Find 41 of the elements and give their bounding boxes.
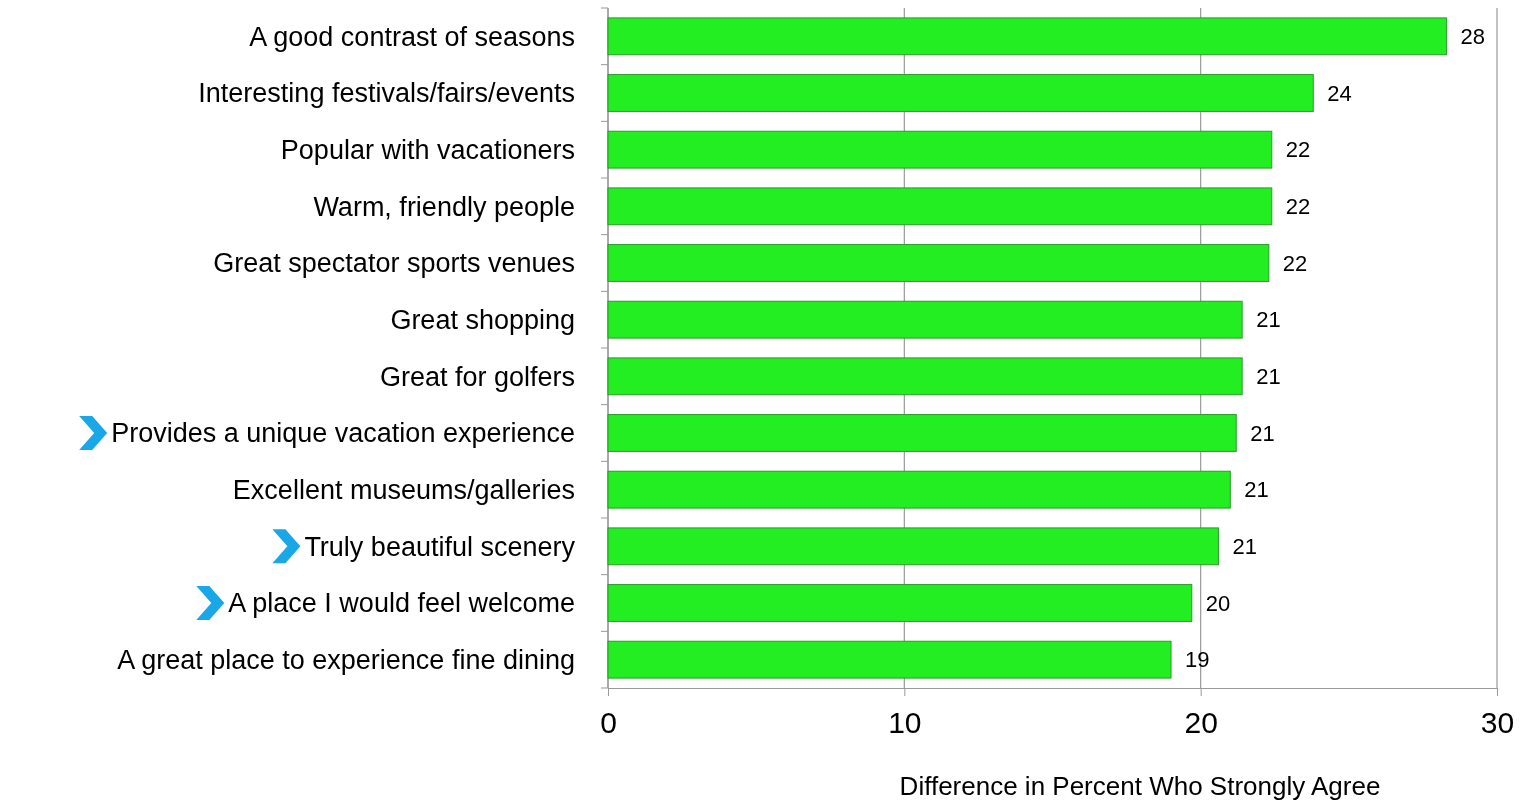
data-label: 19 xyxy=(1185,647,1210,673)
y-tick-label: Great shopping xyxy=(390,305,575,336)
data-label: 21 xyxy=(1256,307,1281,333)
bar xyxy=(607,74,1314,112)
y-tick-label: Truly beautiful scenery xyxy=(304,531,576,562)
y-tick-label: Popular with vacationers xyxy=(280,135,575,166)
bar xyxy=(607,640,1172,679)
x-axis-title: Difference in Percent Who Strongly Agree xyxy=(899,771,1381,801)
y-tick-label: Excellent museums/galleries xyxy=(232,475,575,506)
data-label: 22 xyxy=(1285,194,1311,220)
data-label: 21 xyxy=(1232,534,1257,560)
data-label: 28 xyxy=(1460,24,1486,50)
x-tick-label: 30 xyxy=(1480,706,1515,740)
bar xyxy=(607,300,1243,339)
data-label: 21 xyxy=(1244,477,1269,503)
bar xyxy=(607,244,1270,282)
data-label: 22 xyxy=(1282,250,1308,276)
y-tick-label: A great place to experience fine dining xyxy=(117,645,575,676)
y-tick-label: A good contrast of seasons xyxy=(249,21,575,52)
y-tick-label: Great spectator sports venues xyxy=(213,248,575,279)
data-label: 21 xyxy=(1250,420,1275,446)
data-label: 24 xyxy=(1327,80,1352,106)
data-label: 21 xyxy=(1256,364,1281,390)
bar xyxy=(607,470,1231,509)
y-tick-label: Interesting festivals/fairs/events xyxy=(198,78,575,109)
x-tick-label: 20 xyxy=(1184,706,1218,740)
data-label: 22 xyxy=(1285,137,1311,163)
bar xyxy=(607,357,1243,396)
y-tick-label: Provides a unique vacation experience xyxy=(111,418,575,449)
x-tick-label: 0 xyxy=(600,706,617,740)
bar xyxy=(607,130,1273,169)
x-tick-label: 10 xyxy=(888,706,922,740)
bar xyxy=(607,414,1237,452)
bar xyxy=(607,527,1219,566)
y-tick-label: Great for golfers xyxy=(379,361,575,392)
data-label: 20 xyxy=(1205,590,1231,616)
bar xyxy=(607,584,1193,622)
y-tick-label: A place I would feel welcome xyxy=(228,588,575,619)
bar xyxy=(607,17,1448,56)
y-tick-label: Warm, friendly people xyxy=(313,191,575,222)
bar xyxy=(607,187,1273,226)
